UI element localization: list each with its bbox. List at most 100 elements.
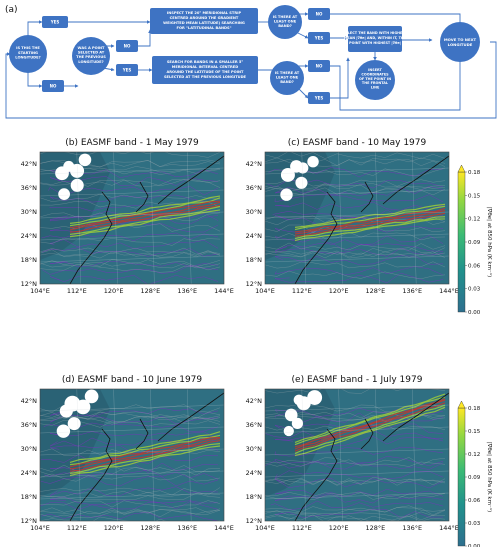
terrain-mask <box>58 188 70 200</box>
frontal-band-line <box>69 434 221 466</box>
flow-node-start: IS THIS THE STARTING LONGITUDE? <box>9 35 47 73</box>
lat-tick-label: 42°N <box>21 397 38 405</box>
streamline <box>40 194 221 202</box>
lat-tick-label: 18°N <box>246 493 263 501</box>
streamline <box>265 182 446 191</box>
streamline <box>40 448 221 456</box>
coastline-korea <box>135 181 149 213</box>
lon-tick-label: 120°E <box>104 524 124 532</box>
lon-tick-label: 120°E <box>329 524 349 532</box>
lat-tick-label: 30°N <box>246 445 263 453</box>
gridline-lat <box>265 404 449 412</box>
svg-text:YES: YES <box>314 36 324 41</box>
gridline-lon <box>412 389 417 521</box>
frontal-band-line <box>294 404 446 454</box>
coastline-japan <box>157 392 224 442</box>
contour-line <box>274 446 444 457</box>
streamline <box>40 516 221 521</box>
streamline <box>265 514 446 521</box>
streamline <box>40 510 221 519</box>
frontal-band-line <box>294 399 446 450</box>
frontal-band-line <box>294 393 446 443</box>
streamline <box>40 247 221 255</box>
svg-text:YES: YES <box>314 96 324 101</box>
flowchart: IS THIS THE STARTING LONGITUDE? YES NO INS… <box>5 5 497 119</box>
contour-line <box>41 232 219 242</box>
terrain-mask <box>59 404 73 418</box>
gridline-lon <box>223 389 224 394</box>
svg-text:NO: NO <box>50 84 57 89</box>
terrain-mask <box>297 162 309 174</box>
colorbar-label: |∇θe| at 850 hPa (K km⁻¹) <box>486 442 493 512</box>
colorbar-tick-label: 0.12 <box>468 217 480 223</box>
map-title: (b) EASMF band - 1 May 1979 <box>65 138 199 148</box>
lon-tick-label: 112°E <box>67 287 87 295</box>
contour-line <box>274 215 444 225</box>
contour-line <box>270 500 444 510</box>
contour-line <box>274 226 444 234</box>
colorbar-tick-label: 0.12 <box>468 452 480 458</box>
contour-line <box>274 272 444 284</box>
land-mass <box>40 152 110 260</box>
lon-tick-label: 136°E <box>177 287 197 295</box>
lon-tick-label: 112°E <box>292 524 312 532</box>
streamline <box>265 231 446 241</box>
lon-tick-label: 104°E <box>255 524 275 532</box>
frontal-band-line <box>69 200 221 229</box>
frontal-band-line <box>69 209 221 238</box>
contour-line <box>274 436 444 446</box>
terrain-mask <box>280 188 293 201</box>
colorbar-tick-label: 0.03 <box>468 287 481 293</box>
gridline-lat <box>265 255 449 263</box>
frontal-band-line <box>69 195 221 224</box>
contour-line <box>274 493 444 504</box>
contour-line <box>274 470 444 480</box>
colorbar-extend-arrow <box>457 400 466 409</box>
frontal-band-line <box>294 398 446 448</box>
terrain-mask <box>307 390 323 405</box>
streamline <box>265 152 446 159</box>
streamline <box>40 416 221 425</box>
contour-line <box>49 437 219 447</box>
lat-tick-label: 18°N <box>246 256 263 264</box>
lat-tick-label: 18°N <box>21 493 38 501</box>
flow-node-yes1: YES <box>42 16 68 28</box>
flow-node-no4: NO <box>308 60 330 72</box>
contour-line <box>49 176 219 186</box>
lat-tick-label: 24°N <box>246 469 263 477</box>
lat-tick-label: 24°N <box>21 232 38 240</box>
frontal-band-line <box>294 212 446 237</box>
streamline <box>265 270 446 279</box>
streamline <box>265 184 446 194</box>
lon-tick-label: 104°E <box>255 287 275 295</box>
lat-tick-label: 12°N <box>21 280 38 288</box>
lat-tick-label: 30°N <box>21 445 38 453</box>
streamline <box>40 500 221 508</box>
land-mass <box>40 389 110 497</box>
map-panel-4: (e) EASMF band - 1 July 1979 42°N 36°N 30°N… <box>246 375 459 532</box>
map-title: (e) EASMF band - 1 July 1979 <box>292 375 423 385</box>
lon-tick-label: 104°E <box>30 524 50 532</box>
contour-line <box>40 476 219 487</box>
lat-tick-label: 12°N <box>21 517 38 525</box>
panel-a-label: (a) <box>5 5 18 15</box>
terrain-mask <box>295 176 308 189</box>
contour-line <box>274 247 444 257</box>
contour-line <box>274 201 444 211</box>
contour-line <box>274 488 444 498</box>
frontal-band-line <box>69 445 221 477</box>
streamline <box>265 247 446 255</box>
streamline <box>265 492 446 500</box>
streamline <box>40 467 221 476</box>
gridline-lon <box>113 152 118 284</box>
streamline <box>40 507 221 516</box>
streamline <box>40 464 221 472</box>
colorbar-tick-label: 0.18 <box>468 406 481 412</box>
gridline-lon <box>375 152 380 284</box>
map-panels: (b) EASMF band - 1 May 1979 42°N 36°N 30°N 2… <box>21 138 459 532</box>
lon-tick-label: 144°E <box>214 524 234 532</box>
flow-node-band1: IS THERE AT LEAST ONE BAND? <box>268 5 302 39</box>
